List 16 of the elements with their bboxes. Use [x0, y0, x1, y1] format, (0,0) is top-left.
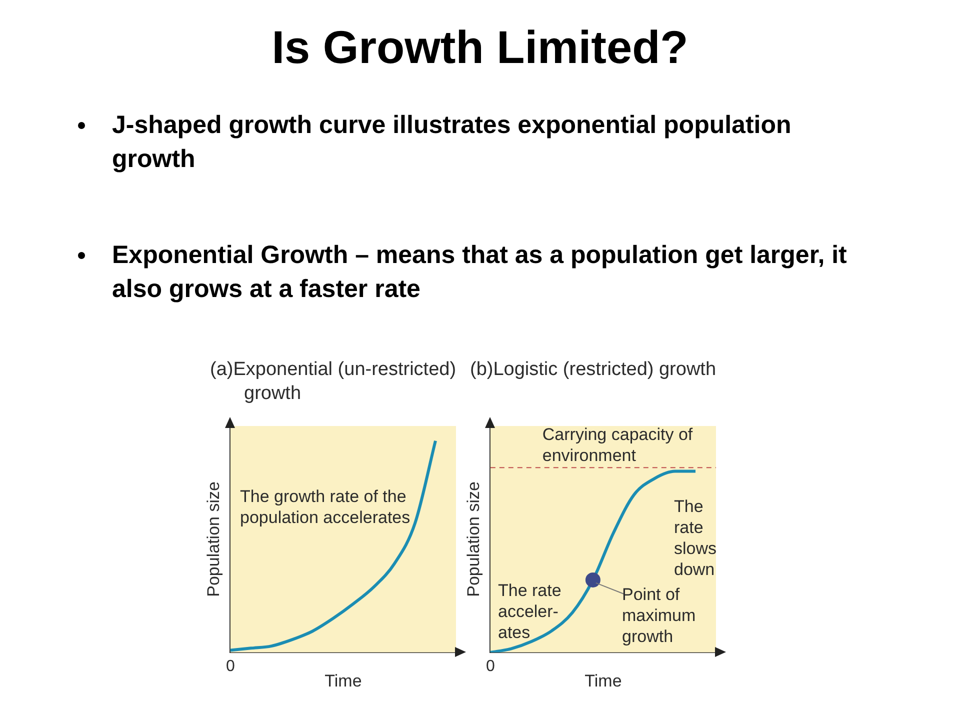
annotation: Point of maximum growth	[622, 584, 697, 647]
y-axis-title: Population size	[464, 482, 483, 597]
x-axis-title: Time	[584, 671, 622, 690]
chart-title: (a)Exponential (un-restricted) growth	[210, 358, 458, 406]
annotation: The rate acceler-ates	[498, 580, 562, 643]
chart-title: (b)Logistic (restricted) growth	[470, 358, 718, 382]
y-axis-title: Population size	[204, 482, 223, 597]
text: Is Growth Limited?	[270, 20, 690, 74]
text: Exponential Growth – means that as a population get larger, it also grows at a faster rate	[112, 240, 848, 305]
text: 0	[486, 658, 495, 675]
annotation: The growth rate of the population accelerates	[240, 486, 412, 528]
ref-line-label: Carrying capacity of environment	[542, 424, 693, 465]
text: J-shaped growth curve illustrates exponential population growth	[112, 110, 792, 175]
annotation: The rate slows down	[674, 496, 718, 580]
text: 0	[226, 658, 235, 675]
x-axis-title: Time	[324, 671, 362, 690]
